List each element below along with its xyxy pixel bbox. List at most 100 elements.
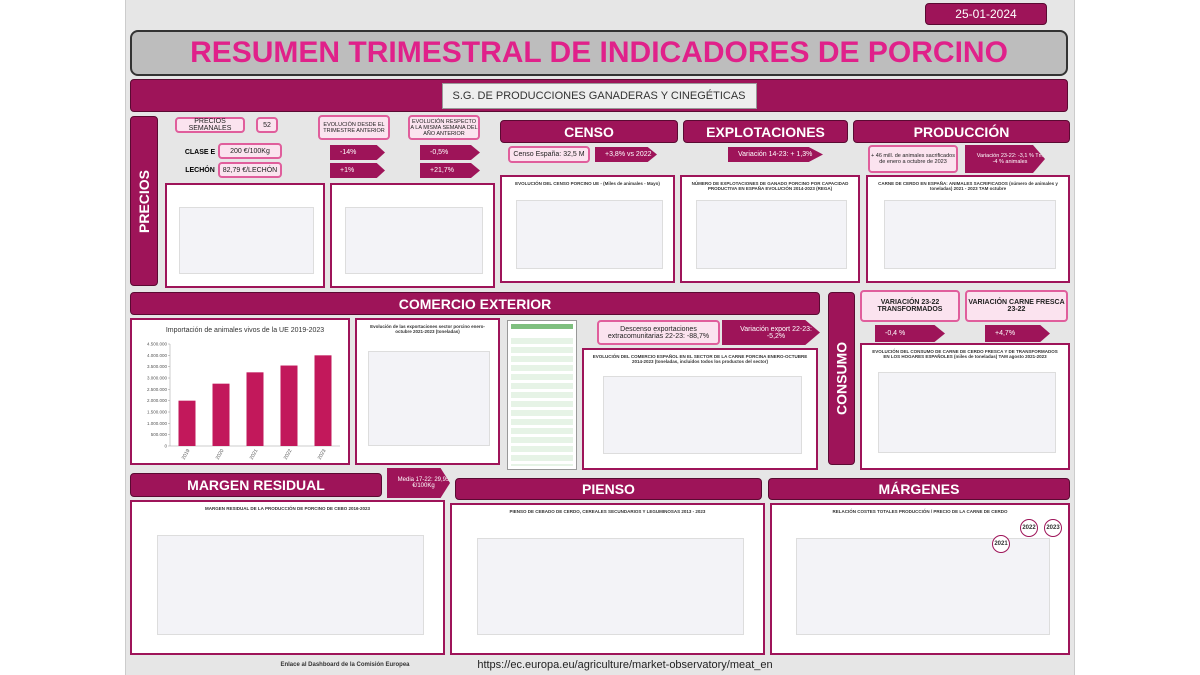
country-table: [507, 320, 577, 470]
title: RESUMEN TRIMESTRAL DE INDICADORES DE POR…: [130, 30, 1068, 76]
chart-title: Evolución de las exportaciones sector po…: [370, 324, 485, 334]
plot-area: [515, 199, 663, 269]
chart-frame: EVOLUCIÓN DEL CONSUMO DE CARNE DE CERDO …: [860, 343, 1070, 470]
chart-frame: PIENSO DE CEBADO DE CERDO, CEREALES SECU…: [450, 503, 765, 655]
change-arrow: Variación export 22-23: -5,2%: [722, 320, 820, 345]
x-tick-label: 2019: [181, 448, 192, 461]
section-heading: PRODUCCIÓN: [853, 120, 1070, 143]
plot-area: [368, 351, 490, 446]
y-tick-label: 500.000: [151, 432, 168, 437]
annotation: 2022: [1020, 519, 1038, 537]
chart-title: EVOLUCIÓN DEL COMERCIO ESPAÑOL EN EL SEC…: [592, 354, 808, 364]
x-tick-label: 2023: [317, 448, 328, 461]
bar: [246, 372, 264, 446]
chart-title: MARGEN RESIDUAL DE LA PRODUCCIÓN DE PORC…: [204, 506, 371, 511]
y-tick-label: 4.000.000: [147, 353, 168, 358]
value: 82,79 €/LECHÓN: [218, 162, 282, 178]
y-tick-label: 2.000.000: [147, 398, 168, 403]
label: VARIACIÓN 23-22 TRANSFORMADOS: [860, 290, 960, 322]
bar: [212, 383, 230, 446]
value: 52: [256, 117, 278, 133]
bar: [280, 365, 298, 446]
section-heading: CENSO: [500, 120, 678, 143]
label: LECHÓN: [185, 166, 215, 174]
value: 200 €/100Kg: [218, 143, 282, 159]
chart-title: EVOLUCIÓN DEL CENSO PORCINO UE - (Miles …: [515, 181, 660, 186]
label: EVOLUCIÓN DESDE EL TRIMESTRE ANTERIOR: [318, 115, 390, 140]
subtitle-bar: S.G. DE PRODUCCIONES GANADERAS Y CINEGÉT…: [130, 79, 1068, 112]
change-arrow: Media 17-22: 29,95 €/100Kg: [387, 468, 450, 498]
plot-area: [602, 375, 803, 454]
plot-area: [344, 207, 484, 274]
x-tick-label: 2020: [215, 448, 226, 461]
section-heading: CONSUMO: [828, 292, 855, 465]
y-tick-label: 3.000.000: [147, 376, 168, 381]
chart-frame: EVOLUCIÓN DEL COMERCIO ESPAÑOL EN EL SEC…: [582, 348, 818, 470]
y-tick-label: 1.500.000: [147, 410, 168, 415]
change-arrow: -0,5%: [420, 145, 480, 160]
import-chart: Importación de animales vivos de la UE 2…: [130, 318, 350, 465]
section-heading: EXPLOTACIONES: [683, 120, 848, 143]
chart-frame: Evolución de las exportaciones sector po…: [355, 318, 500, 465]
value: Descenso exportaciones extracomunitarias…: [597, 320, 720, 345]
link[interactable]: Enlace al Dashboard de la Comisión Europ…: [280, 662, 410, 668]
chart-frame: EVOLUCIÓN DEL CENSO PORCINO UE - (Miles …: [500, 175, 675, 283]
date: 25-01-2024: [925, 3, 1047, 25]
section-heading: COMERCIO EXTERIOR: [130, 292, 820, 315]
y-tick-label: 3.500.000: [147, 364, 168, 369]
label: EVOLUCIÓN RESPECTO A LA MISMA SEMANA DEL…: [408, 115, 480, 140]
change-arrow: Variación 14-23: + 1,3%: [728, 147, 823, 162]
chart-frame: NÚMERO DE EXPLOTACIONES DE GANADO PORCIN…: [680, 175, 860, 283]
value: + 46 mill. de animales sacrificados de e…: [868, 145, 958, 173]
chart-frame: CARNE DE CERDO EN ESPAÑA: ANIMALES SACRI…: [866, 175, 1070, 283]
change-arrow: -0,4 %: [875, 325, 945, 342]
annotation: 2021: [992, 535, 1010, 553]
chart-frame: [330, 183, 495, 288]
chart-title: PIENSO DE CEBADO DE CERDO, CEREALES SECU…: [509, 509, 706, 514]
y-tick-label: 2.500.000: [147, 387, 168, 392]
plot-area: [179, 207, 314, 274]
plot-area: [878, 372, 1056, 454]
section-heading: MARGEN RESIDUAL: [130, 473, 382, 497]
section-heading: MÁRGENES: [768, 478, 1070, 500]
bar: [314, 355, 332, 446]
x-tick-label: 2022: [283, 448, 294, 461]
plot-area: [884, 199, 1056, 269]
chart-title: Importación de animales vivos de la UE 2…: [166, 327, 324, 334]
label: VARIACIÓN CARNE FRESCA 23-22: [965, 290, 1068, 322]
annotation: 2023: [1044, 519, 1062, 537]
change-arrow: +1%: [330, 163, 385, 178]
y-tick-label: 4.500.000: [147, 342, 168, 347]
y-tick-label: 0: [164, 444, 167, 449]
change-arrow: +3,8% vs 2022: [595, 147, 657, 162]
change-arrow: -14%: [330, 145, 385, 160]
chart-frame: RELACIÓN COSTES TOTALES PRODUCCIÓN / PRE…: [770, 503, 1070, 655]
section-heading: PRECIOS: [130, 116, 158, 286]
chart-frame: MARGEN RESIDUAL DE LA PRODUCCIÓN DE PORC…: [130, 500, 445, 655]
chart-title: RELACIÓN COSTES TOTALES PRODUCCIÓN / PRE…: [832, 509, 1008, 514]
plot-area: [476, 537, 745, 636]
change-arrow: +4,7%: [985, 325, 1050, 342]
value: Censo España: 32,5 M: [508, 146, 590, 163]
chart-title: CARNE DE CERDO EN ESPAÑA: ANIMALES SACRI…: [878, 181, 1058, 191]
y-tick-label: 1.000.000: [147, 421, 168, 426]
table-header: [511, 324, 573, 329]
x-tick-label: 2021: [249, 448, 260, 461]
plot-area: [795, 537, 1051, 636]
url-link[interactable]: https://ec.europa.eu/agriculture/market-…: [477, 659, 773, 671]
label: CLASE E: [184, 148, 216, 156]
chart-frame: [165, 183, 325, 288]
bar: [178, 400, 196, 446]
plot-area: [696, 199, 848, 269]
change-arrow: Variación 23-22: -3,1 % Tm -4 % animales: [965, 145, 1045, 173]
plot-area: [156, 535, 425, 635]
chart-frame: [130, 318, 350, 465]
chart-title: EVOLUCIÓN DEL CONSUMO DE CARNE DE CERDO …: [872, 349, 1058, 359]
change-arrow: +21,7%: [420, 163, 480, 178]
table-rows: [511, 338, 573, 466]
subtitle: S.G. DE PRODUCCIONES GANADERAS Y CINEGÉT…: [441, 82, 757, 109]
chart-title: NÚMERO DE EXPLOTACIONES DE GANADO PORCIN…: [691, 181, 849, 191]
label: PRECIOS SEMANALES: [175, 117, 245, 133]
section-heading: PIENSO: [455, 478, 762, 500]
